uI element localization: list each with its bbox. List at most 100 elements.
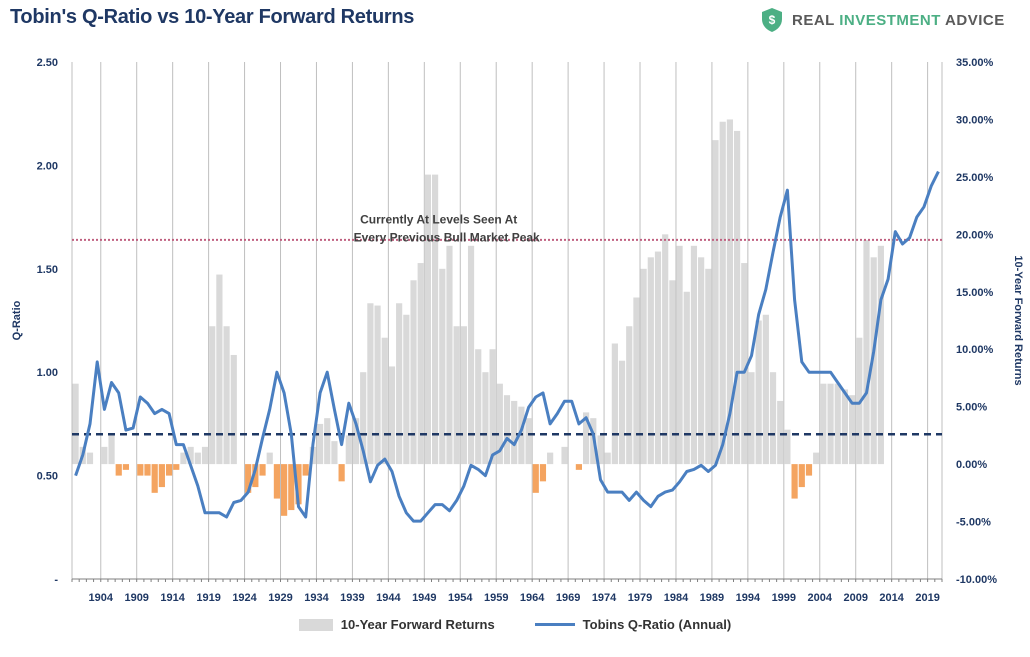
bar [769,372,777,465]
bar [403,314,410,465]
bar [575,464,582,470]
bar [345,435,352,465]
bar [259,464,266,476]
bar [647,257,654,465]
legend-item-bars: 10-Year Forward Returns [298,617,495,632]
x-tick-label: 1984 [664,592,689,604]
bar [561,446,568,465]
bar [503,395,511,465]
y-right-tick-label: -10.00% [956,574,997,586]
x-tick-label: 1909 [124,592,148,604]
bar [417,263,424,465]
bar [547,452,554,465]
x-tick-label: 1914 [160,592,185,604]
bar [388,366,396,465]
bar [446,245,453,465]
x-tick-label: 2014 [879,592,904,604]
bar [705,268,712,465]
bar [281,464,288,516]
bar [475,349,482,465]
bar [194,452,201,465]
bar [662,234,669,465]
bar-series [72,119,884,516]
x-tick-label: 2019 [915,592,939,604]
bar [352,418,360,465]
x-tick-label: 1994 [736,592,761,604]
bar [841,389,849,465]
bar [266,452,273,465]
bar [453,326,460,465]
bar [863,240,870,465]
bar [158,464,165,488]
bar [683,291,690,465]
legend-label-bars: 10-Year Forward Returns [340,617,495,632]
bar [216,274,223,465]
bar [791,464,798,499]
x-tick-label: 1954 [448,592,473,604]
bar [302,464,309,476]
bar [165,464,173,476]
chart-title: Tobin's Q-Ratio vs 10-Year Forward Retur… [10,6,415,28]
x-tick-label: 1959 [484,592,508,604]
annotation-line-2: Every Previous Bull Market Peak [354,230,540,244]
svg-text:$: $ [769,13,776,27]
bar [338,464,345,482]
bar [820,383,827,465]
bar [101,446,108,465]
bar [151,464,158,493]
x-tick-label: 1944 [376,592,401,604]
bar [618,360,626,465]
bar [108,435,115,465]
x-tick-label: 1934 [304,592,329,604]
annotation-line-1: Currently At Levels Seen At [360,212,517,226]
x-tick-label: 1999 [772,592,796,604]
bar [813,452,820,465]
bar [432,174,439,465]
bar [582,412,590,465]
bar [360,372,367,465]
bar [316,423,324,465]
bar [511,400,518,465]
bar [640,268,647,465]
y-left-tick-label: - [54,574,58,586]
bar [187,446,194,465]
grid-lines [71,62,943,579]
bar [633,297,640,465]
y-left-axis-title: Q-Ratio [11,300,23,340]
x-tick-label: 1924 [232,592,257,604]
bar [849,395,856,465]
bar [748,372,755,465]
bar [539,464,547,482]
axes: - 0.50 1.00 1.50 2.00 2.50 -10.00% -5.00% 0.00% 5… [11,57,1024,604]
bar [410,280,417,465]
bar [223,326,230,465]
y-left-tick-label: 2.00 [37,160,58,172]
y-right-tick-label: 0.00% [956,459,987,471]
bar [273,464,281,499]
bar [439,268,446,465]
reference-lines [72,238,942,436]
bar [611,343,618,465]
bar [144,464,151,476]
bar [245,464,252,493]
q-ratio-line [74,170,940,523]
bar [654,251,662,465]
y-right-axis-title: 10-Year Forward Returns [1012,255,1024,385]
x-tick-label: 2009 [843,592,867,604]
bar [626,326,633,465]
bar [122,464,130,470]
bar [201,446,209,465]
y-left-tick-label: 1.50 [37,264,58,276]
bar [173,464,180,470]
bar [719,121,726,465]
bar [331,441,338,465]
bar [467,245,475,465]
bar [115,464,122,476]
brand-text: REAL INVESTMENT ADVICE [792,11,1005,29]
legend-label-line: Tobins Q-Ratio (Annual) [582,617,732,632]
bar [374,305,381,465]
bar [877,245,884,465]
bar [604,452,611,465]
bar [597,435,604,465]
bar [496,383,503,465]
